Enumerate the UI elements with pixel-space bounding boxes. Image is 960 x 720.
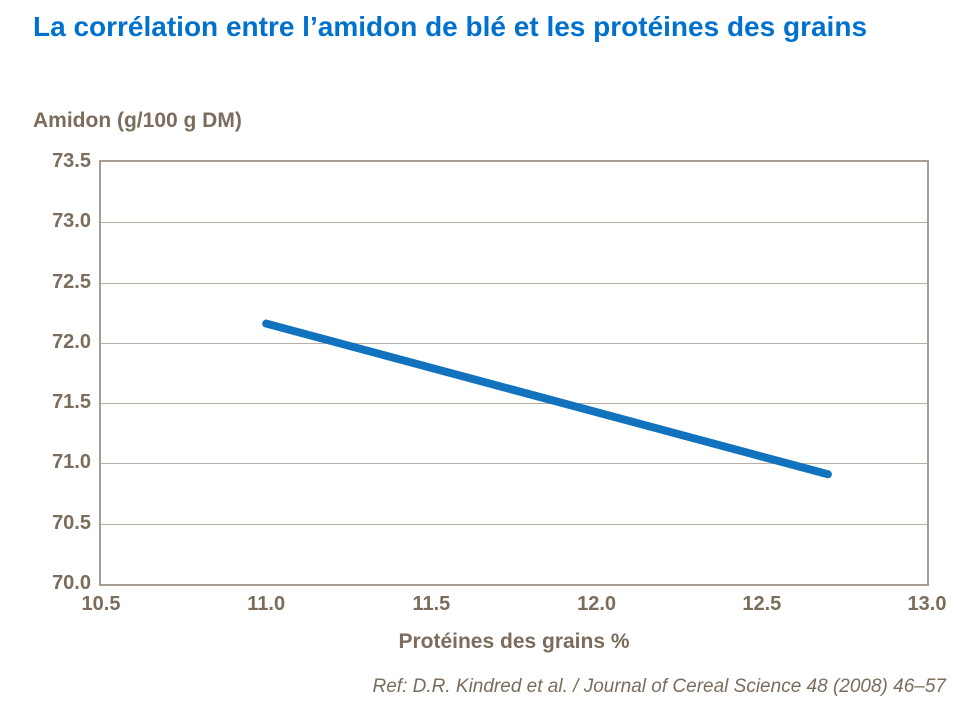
y-gridline [101,222,927,224]
y-tick-label: 72.0 [52,330,91,353]
trend-line-svg [262,319,832,479]
y-tick-label: 71.5 [52,391,91,414]
x-tick-label: 11.0 [247,593,286,615]
x-tick-label: 11.5 [412,593,451,615]
x-axis-title: Protéines des grains % [398,630,630,653]
x-tick-label: 12.0 [577,593,617,615]
x-tick-label: 12.5 [742,593,782,615]
x-tick-label: 10.5 [81,593,121,615]
y-tick-label: 70.5 [52,511,91,534]
y-tick-label: 72.5 [52,270,91,293]
y-gridline [101,403,927,405]
reference-text: Ref: D.R. Kindred et al. / Journal of Ce… [372,676,947,697]
plot-area [99,160,929,586]
y-gridline [101,342,927,344]
y-gridline [101,463,927,465]
trend-line [262,319,832,479]
x-tick-label: 13.0 [907,593,947,615]
y-axis-title: Amidon (g/100 g DM) [33,109,242,132]
y-tick-label: 73.0 [52,210,91,233]
page-title: La corrélation entre l’amidon de blé et … [33,11,868,42]
y-gridline [101,282,927,284]
y-tick-label: 73.5 [52,150,91,172]
y-tick-label: 71.0 [52,451,91,474]
y-gridline [101,523,927,525]
y-tick-label: 70.0 [52,572,91,594]
